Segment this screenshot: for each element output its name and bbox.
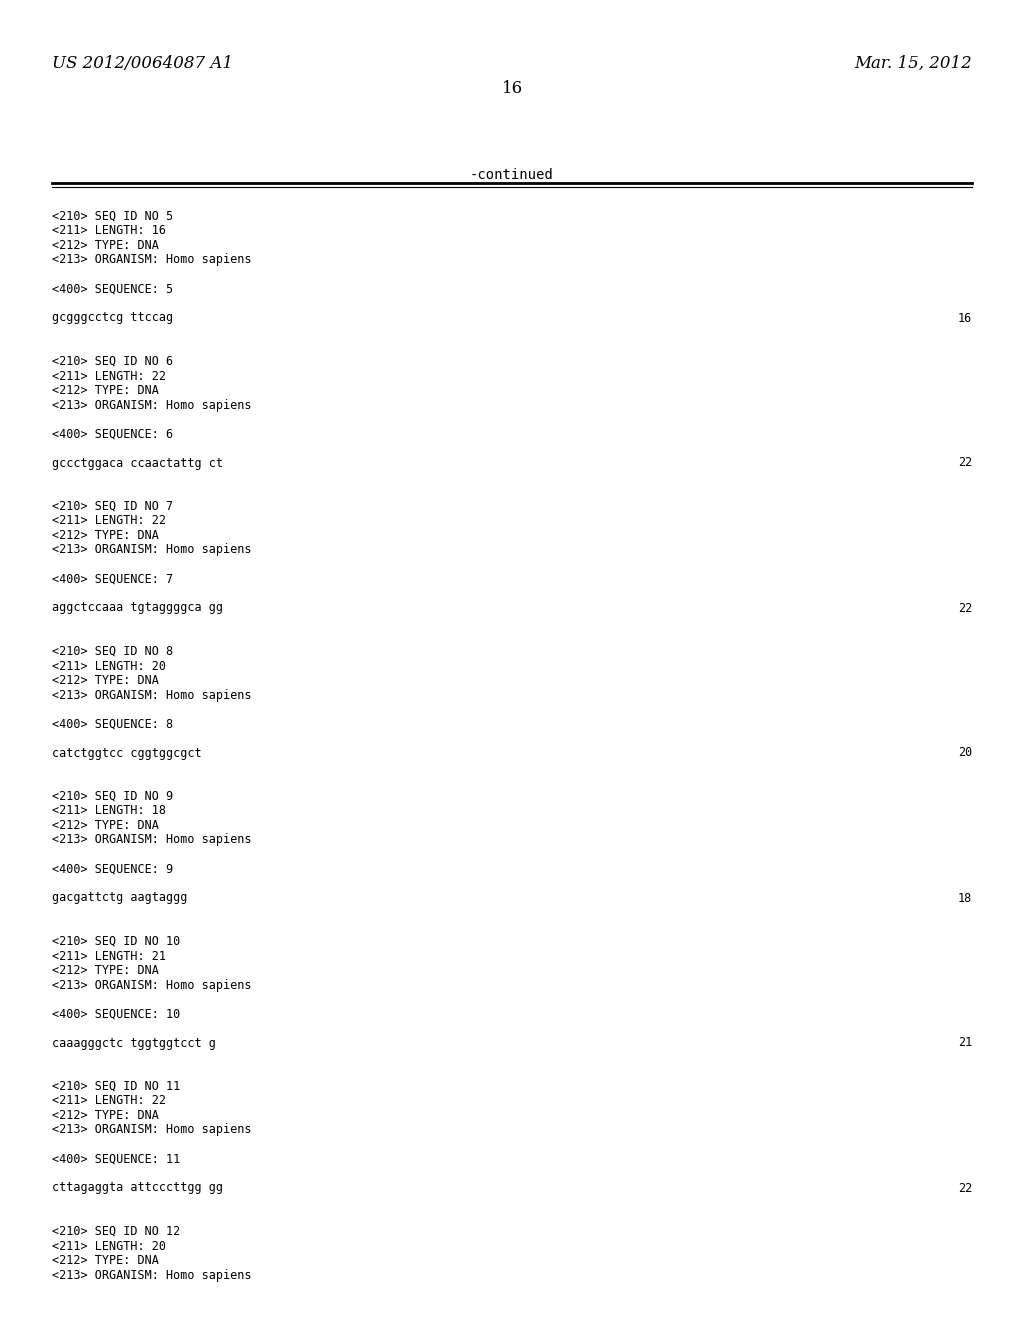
- Text: <400> SEQUENCE: 7: <400> SEQUENCE: 7: [52, 573, 173, 586]
- Text: 22: 22: [957, 602, 972, 615]
- Text: <210> SEQ ID NO 7: <210> SEQ ID NO 7: [52, 500, 173, 513]
- Text: gcgggcctcg ttccag: gcgggcctcg ttccag: [52, 312, 173, 325]
- Text: 16: 16: [957, 312, 972, 325]
- Text: <400> SEQUENCE: 9: <400> SEQUENCE: 9: [52, 862, 173, 875]
- Text: <213> ORGANISM: Homo sapiens: <213> ORGANISM: Homo sapiens: [52, 1123, 252, 1137]
- Text: <210> SEQ ID NO 11: <210> SEQ ID NO 11: [52, 1080, 180, 1093]
- Text: 18: 18: [957, 891, 972, 904]
- Text: <211> LENGTH: 22: <211> LENGTH: 22: [52, 1094, 166, 1107]
- Text: <211> LENGTH: 21: <211> LENGTH: 21: [52, 949, 166, 962]
- Text: <213> ORGANISM: Homo sapiens: <213> ORGANISM: Homo sapiens: [52, 399, 252, 412]
- Text: <213> ORGANISM: Homo sapiens: <213> ORGANISM: Homo sapiens: [52, 544, 252, 557]
- Text: <213> ORGANISM: Homo sapiens: <213> ORGANISM: Homo sapiens: [52, 689, 252, 701]
- Text: <400> SEQUENCE: 11: <400> SEQUENCE: 11: [52, 1152, 180, 1166]
- Text: gccctggaca ccaactattg ct: gccctggaca ccaactattg ct: [52, 457, 223, 470]
- Text: 22: 22: [957, 1181, 972, 1195]
- Text: <212> TYPE: DNA: <212> TYPE: DNA: [52, 384, 159, 397]
- Text: <212> TYPE: DNA: <212> TYPE: DNA: [52, 675, 159, 686]
- Text: <211> LENGTH: 20: <211> LENGTH: 20: [52, 660, 166, 672]
- Text: <211> LENGTH: 16: <211> LENGTH: 16: [52, 224, 166, 238]
- Text: <212> TYPE: DNA: <212> TYPE: DNA: [52, 1109, 159, 1122]
- Text: 20: 20: [957, 747, 972, 759]
- Text: 21: 21: [957, 1036, 972, 1049]
- Text: <400> SEQUENCE: 10: <400> SEQUENCE: 10: [52, 1007, 180, 1020]
- Text: -continued: -continued: [470, 168, 554, 182]
- Text: catctggtcc cggtggcgct: catctggtcc cggtggcgct: [52, 747, 202, 759]
- Text: cttagaggta attcccttgg gg: cttagaggta attcccttgg gg: [52, 1181, 223, 1195]
- Text: <213> ORGANISM: Homo sapiens: <213> ORGANISM: Homo sapiens: [52, 978, 252, 991]
- Text: <212> TYPE: DNA: <212> TYPE: DNA: [52, 818, 159, 832]
- Text: <213> ORGANISM: Homo sapiens: <213> ORGANISM: Homo sapiens: [52, 1269, 252, 1282]
- Text: caaagggctc tggtggtcct g: caaagggctc tggtggtcct g: [52, 1036, 216, 1049]
- Text: Mar. 15, 2012: Mar. 15, 2012: [854, 55, 972, 73]
- Text: <210> SEQ ID NO 12: <210> SEQ ID NO 12: [52, 1225, 180, 1238]
- Text: <213> ORGANISM: Homo sapiens: <213> ORGANISM: Homo sapiens: [52, 833, 252, 846]
- Text: <212> TYPE: DNA: <212> TYPE: DNA: [52, 1254, 159, 1267]
- Text: US 2012/0064087 A1: US 2012/0064087 A1: [52, 55, 233, 73]
- Text: <210> SEQ ID NO 9: <210> SEQ ID NO 9: [52, 789, 173, 803]
- Text: <211> LENGTH: 20: <211> LENGTH: 20: [52, 1239, 166, 1253]
- Text: <211> LENGTH: 22: <211> LENGTH: 22: [52, 515, 166, 528]
- Text: gacgattctg aagtaggg: gacgattctg aagtaggg: [52, 891, 187, 904]
- Text: 16: 16: [502, 81, 522, 96]
- Text: <211> LENGTH: 22: <211> LENGTH: 22: [52, 370, 166, 383]
- Text: <212> TYPE: DNA: <212> TYPE: DNA: [52, 964, 159, 977]
- Text: <210> SEQ ID NO 5: <210> SEQ ID NO 5: [52, 210, 173, 223]
- Text: <210> SEQ ID NO 8: <210> SEQ ID NO 8: [52, 645, 173, 657]
- Text: <400> SEQUENCE: 5: <400> SEQUENCE: 5: [52, 282, 173, 296]
- Text: <211> LENGTH: 18: <211> LENGTH: 18: [52, 804, 166, 817]
- Text: <213> ORGANISM: Homo sapiens: <213> ORGANISM: Homo sapiens: [52, 253, 252, 267]
- Text: aggctccaaa tgtaggggca gg: aggctccaaa tgtaggggca gg: [52, 602, 223, 615]
- Text: <210> SEQ ID NO 6: <210> SEQ ID NO 6: [52, 355, 173, 368]
- Text: <212> TYPE: DNA: <212> TYPE: DNA: [52, 239, 159, 252]
- Text: <400> SEQUENCE: 6: <400> SEQUENCE: 6: [52, 428, 173, 441]
- Text: <210> SEQ ID NO 10: <210> SEQ ID NO 10: [52, 935, 180, 948]
- Text: <400> SEQUENCE: 8: <400> SEQUENCE: 8: [52, 718, 173, 730]
- Text: <212> TYPE: DNA: <212> TYPE: DNA: [52, 529, 159, 543]
- Text: 22: 22: [957, 457, 972, 470]
